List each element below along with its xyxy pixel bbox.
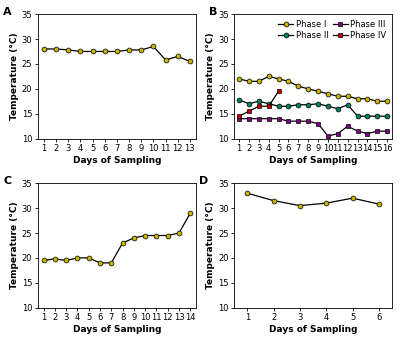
Legend: Phase I, Phase II, Phase III, Phase IV: Phase I, Phase II, Phase III, Phase IV xyxy=(276,18,388,42)
X-axis label: Days of Sampling: Days of Sampling xyxy=(269,325,357,334)
Text: C: C xyxy=(3,176,11,186)
Text: A: A xyxy=(3,6,12,17)
Y-axis label: Temperature (°C): Temperature (°C) xyxy=(10,202,19,289)
Y-axis label: Temperature (°C): Temperature (°C) xyxy=(206,32,215,120)
X-axis label: Days of Sampling: Days of Sampling xyxy=(73,156,161,165)
Y-axis label: Temperature (°C): Temperature (°C) xyxy=(10,32,19,120)
Text: B: B xyxy=(209,6,217,17)
X-axis label: Days of Sampling: Days of Sampling xyxy=(269,156,357,165)
Text: D: D xyxy=(199,176,209,186)
X-axis label: Days of Sampling: Days of Sampling xyxy=(73,325,161,334)
Y-axis label: Temperature (°C): Temperature (°C) xyxy=(206,202,215,289)
